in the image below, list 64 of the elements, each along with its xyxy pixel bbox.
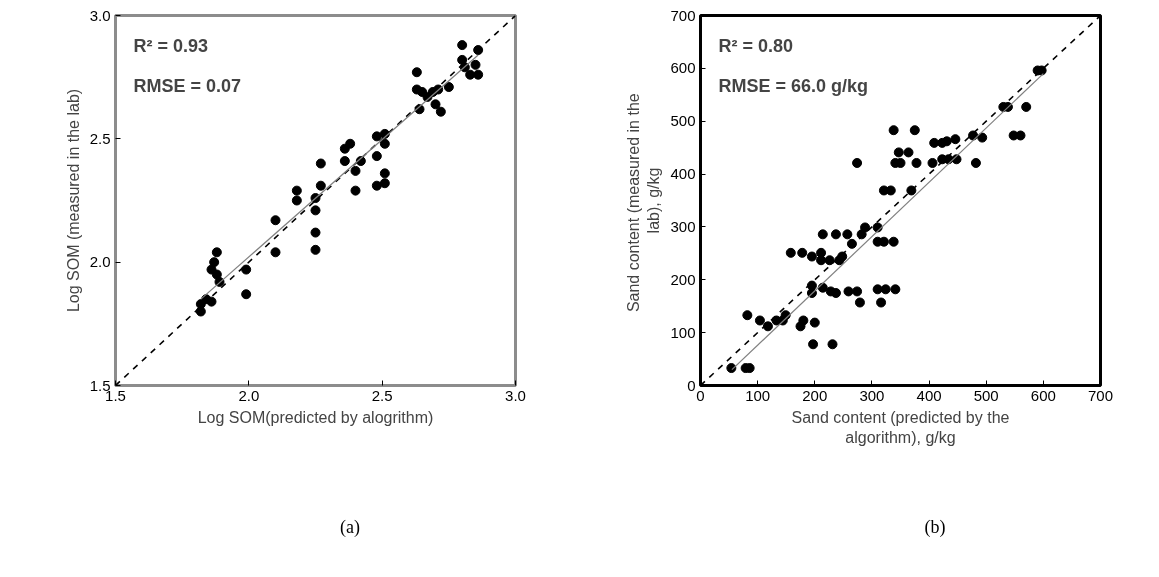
y-tick-label: 100 — [670, 323, 696, 341]
point — [291, 185, 302, 196]
point — [473, 69, 484, 80]
y-axis-title: Sand content (measured in the lab), g/kg — [625, 93, 663, 313]
point — [315, 158, 326, 169]
y-axis-title: Log SOM (measured in the lab) — [64, 88, 82, 313]
point — [241, 289, 252, 300]
point — [206, 296, 217, 307]
annotation: RMSE = 0.07 — [133, 75, 242, 96]
point — [339, 156, 350, 167]
point — [291, 195, 302, 206]
x-axis-title: Sand content (predicted by the algorithm), g/kg — [791, 408, 1010, 446]
point — [310, 205, 321, 216]
y-tick-label: 600 — [670, 59, 696, 77]
x-tick-label: 2.5 — [371, 386, 393, 404]
point — [371, 151, 382, 162]
point — [241, 264, 252, 275]
annotation: RMSE = 66.0 g/kg — [718, 75, 869, 96]
point — [350, 165, 361, 176]
point — [310, 244, 321, 255]
y-tick-label: 500 — [670, 112, 696, 130]
point — [371, 131, 382, 142]
point — [473, 45, 484, 56]
point — [443, 82, 454, 93]
point — [379, 138, 390, 149]
point — [379, 168, 390, 179]
point — [470, 59, 481, 70]
point — [435, 106, 446, 117]
point — [457, 40, 468, 51]
point — [270, 215, 281, 226]
x-tick-label: 400 — [916, 386, 942, 404]
y-tick-label: 700 — [670, 6, 696, 24]
point — [371, 180, 382, 191]
x-tick-label: 700 — [1087, 386, 1114, 404]
y-tick-label: 300 — [670, 217, 696, 235]
text: (a) — [340, 516, 360, 539]
point — [430, 99, 441, 110]
text: (b) — [924, 516, 946, 539]
annotation: R² = 0.80 — [718, 35, 794, 56]
point — [211, 269, 222, 280]
annotation: R² = 0.93 — [133, 35, 209, 56]
x-tick-label: 3.0 — [505, 386, 526, 404]
x-tick-label: 600 — [1030, 386, 1056, 404]
point — [209, 257, 220, 268]
x-tick-label: 300 — [859, 386, 885, 404]
x-tick-label: 2.0 — [238, 386, 260, 404]
y-tick-label: 2.0 — [89, 253, 111, 271]
point — [345, 138, 356, 149]
x-tick-label: 500 — [973, 386, 999, 404]
point — [457, 54, 468, 65]
point — [211, 247, 222, 258]
y-tick-label: 2.5 — [89, 129, 111, 147]
point — [379, 178, 390, 189]
point — [310, 227, 321, 238]
y-tick-label: 3.0 — [89, 6, 111, 24]
point — [270, 247, 281, 258]
y-tick-label: 400 — [670, 165, 696, 183]
y-tick-label: 200 — [670, 270, 696, 288]
point — [350, 185, 361, 196]
x-tick-label: 200 — [802, 386, 828, 404]
point — [411, 67, 422, 78]
x-axis-title: Log SOM(predicted by alogrithm) — [197, 408, 434, 426]
x-tick-label: 100 — [745, 386, 771, 404]
point — [315, 180, 326, 191]
